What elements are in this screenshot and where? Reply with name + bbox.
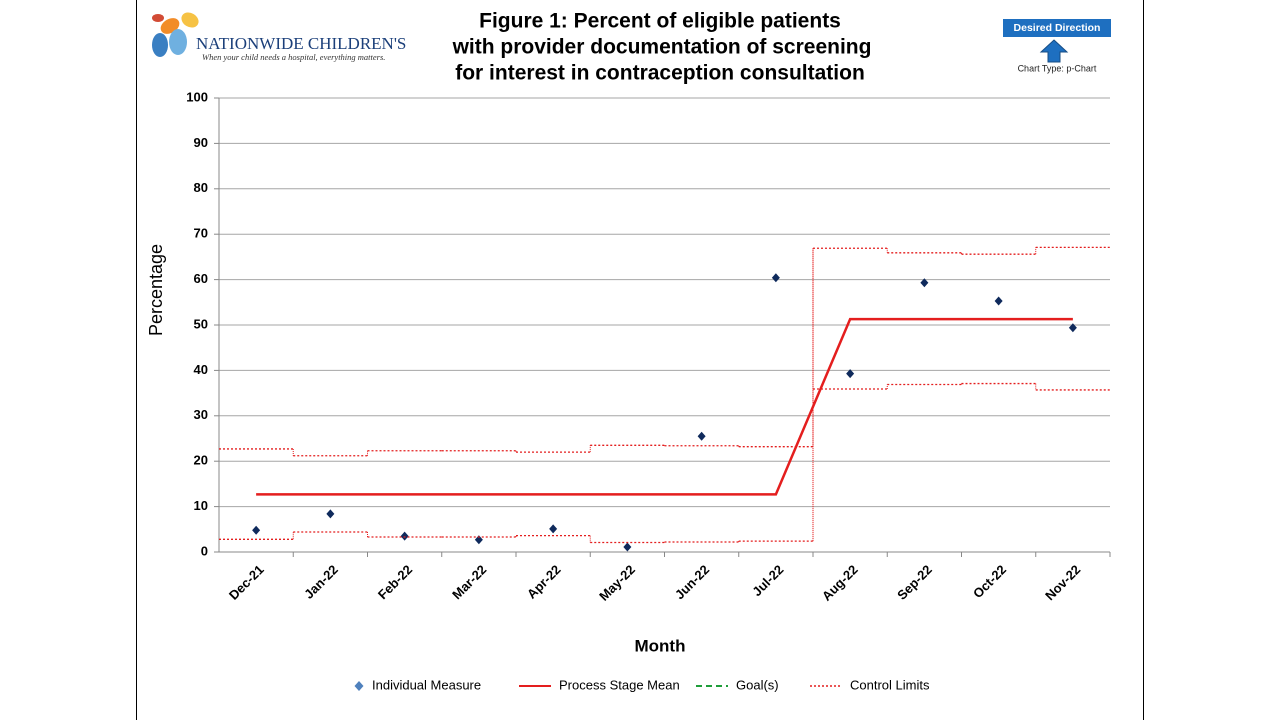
legend-label: Process Stage Mean: [559, 677, 680, 692]
direction-arrow: [1039, 39, 1069, 63]
y-tick-label: 60: [194, 271, 208, 286]
chart-title: with provider documentation of screening: [452, 36, 872, 59]
individual-measure: [920, 278, 929, 288]
chart-title: for interest in contraception consultati…: [455, 62, 865, 85]
y-tick-label: 30: [194, 407, 208, 422]
y-tick-label: 90: [194, 135, 208, 150]
individual-measure: [1068, 323, 1077, 333]
chart-type-note: Chart Type: p-Chart: [1018, 63, 1097, 73]
individual-measure: [697, 431, 706, 441]
y-tick-label: 10: [194, 498, 208, 513]
y-tick-label: 0: [201, 543, 208, 558]
individual-measure: [994, 296, 1003, 306]
logo-butterflies: [152, 12, 199, 57]
individual-measure: [326, 509, 335, 519]
individual-measure: [549, 524, 558, 534]
individual-measure: [474, 535, 483, 545]
individual-measure: [771, 273, 780, 283]
legend-label: Goal(s): [736, 677, 779, 692]
y-tick-label: 40: [194, 362, 208, 377]
legend-label: Individual Measure: [372, 677, 481, 692]
y-tick-label: 100: [186, 89, 208, 104]
legend-label: Control Limits: [850, 677, 930, 692]
individual-measure: [623, 542, 632, 552]
logo-name: NATIONWIDE CHILDREN'S: [196, 34, 406, 53]
chart-title: Figure 1: Percent of eligible patients: [479, 10, 841, 33]
individual-measure: [252, 525, 261, 535]
direction-box: [1003, 19, 1111, 37]
stage-mean: [256, 317, 1073, 496]
logo-tagline: When your child needs a hospital, everyt…: [202, 52, 385, 62]
individual-measure: [400, 531, 409, 541]
y-axis-title: Percentage: [146, 244, 166, 336]
y-tick-label: 20: [194, 453, 208, 468]
direction-label: Desired Direction: [1014, 22, 1101, 34]
x-axis-title: Month: [635, 636, 686, 655]
y-tick-label: 70: [194, 226, 208, 241]
y-tick-label: 80: [194, 180, 208, 195]
y-tick-label: 50: [194, 316, 208, 331]
legend-swatch: [354, 681, 364, 691]
individual-measure: [846, 369, 855, 379]
slide-frame: [136, 0, 1144, 722]
